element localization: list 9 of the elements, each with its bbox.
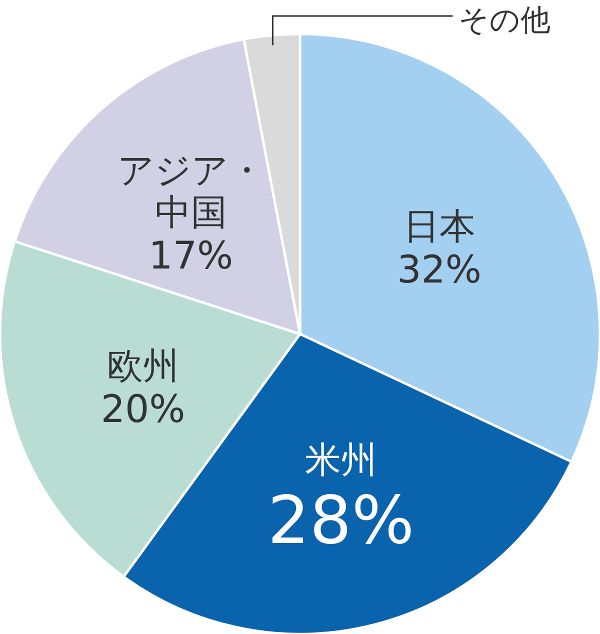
- slice-label: その他: [458, 3, 551, 38]
- data-label: 20%: [100, 387, 186, 432]
- data-label: 17%: [148, 233, 234, 278]
- slice-label: 日本: [403, 206, 476, 248]
- slice-label: 米州: [305, 440, 378, 482]
- slice-label: 欧州: [107, 346, 180, 388]
- data-label: 32%: [397, 248, 482, 292]
- slice-label: アジア・中国: [117, 150, 264, 234]
- data-label: 28%: [268, 482, 414, 559]
